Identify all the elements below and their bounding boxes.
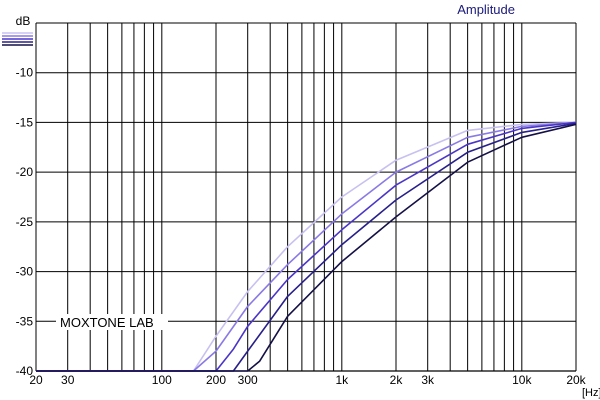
grid-lines [35, 22, 577, 372]
series-line [36, 122, 577, 372]
x-tick-label: 10k [512, 373, 532, 387]
watermark-background [56, 314, 168, 330]
y-tick-label: -15 [16, 115, 34, 129]
series-line [36, 121, 577, 372]
x-tick-label: 1k [335, 373, 349, 387]
y-tick-label: -40 [16, 364, 34, 378]
y-axis-unit-label: dB [16, 14, 31, 28]
chart-title: Amplitude [457, 2, 515, 17]
x-tick-label: 20k [566, 373, 586, 387]
watermark: MOXTONE LAB [56, 314, 168, 330]
x-tick-label: 100 [152, 373, 172, 387]
y-tick-labels: -10 -15 -20 -25 -30 -35 -40 [16, 66, 34, 378]
x-tick-label: 300 [238, 373, 258, 387]
y-tick-label: -35 [16, 314, 34, 328]
y-tick-label: -30 [16, 265, 34, 279]
series-lines [36, 121, 577, 372]
series-line [36, 123, 577, 372]
x-tick-label: 3k [421, 373, 435, 387]
x-tick-label: 200 [206, 373, 226, 387]
y-tick-label: -10 [16, 66, 34, 80]
y-tick-label: -25 [16, 215, 34, 229]
x-axis-unit-label: [Hz] [582, 387, 600, 399]
series-legend-swatches [2, 32, 33, 46]
x-tick-labels: 20 30 100 200 300 1k 2k 3k 10k 20k [29, 373, 586, 387]
y-tick-label: -20 [16, 165, 34, 179]
watermark-text: MOXTONE LAB [60, 315, 154, 330]
x-tick-label: 30 [61, 373, 75, 387]
x-tick-label: 20 [29, 373, 43, 387]
x-tick-label: 2k [390, 373, 404, 387]
series-line [36, 121, 577, 372]
